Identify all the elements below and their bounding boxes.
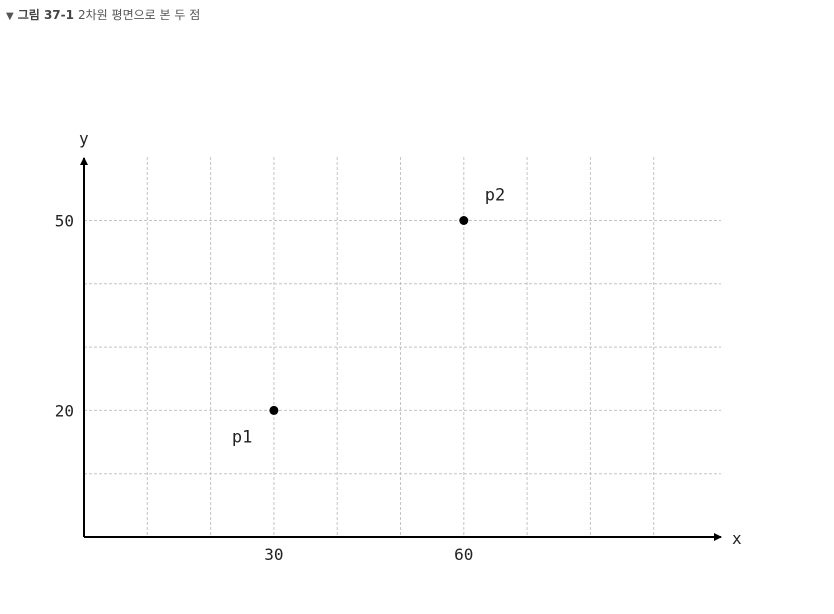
grid-lines [84, 157, 721, 537]
data-points: p1 p2 [232, 186, 505, 448]
figure-caption: ▼ 그림 37-1 2차원 평면으로 본 두 점 [6, 6, 200, 26]
tick-labels: 30 60 20 50 [55, 212, 474, 565]
figure-title: 2차원 평면으로 본 두 점 [78, 8, 201, 22]
figure-number: 그림 37-1 [17, 8, 74, 22]
caption-triangle-icon: ▼ [6, 11, 14, 22]
point-label-p1: p1 [232, 427, 252, 447]
data-point-p1 [269, 405, 279, 415]
y-tick-label: 50 [55, 212, 74, 231]
data-point-p2 [459, 216, 469, 225]
axes: x y [79, 129, 742, 548]
x-axis-label: x [732, 529, 742, 548]
y-axis-label: y [79, 129, 89, 148]
x-tick-label: 60 [454, 545, 473, 564]
point-label-p2: p2 [485, 186, 505, 206]
y-tick-label: 20 [55, 401, 74, 420]
x-tick-label: 30 [264, 545, 283, 564]
